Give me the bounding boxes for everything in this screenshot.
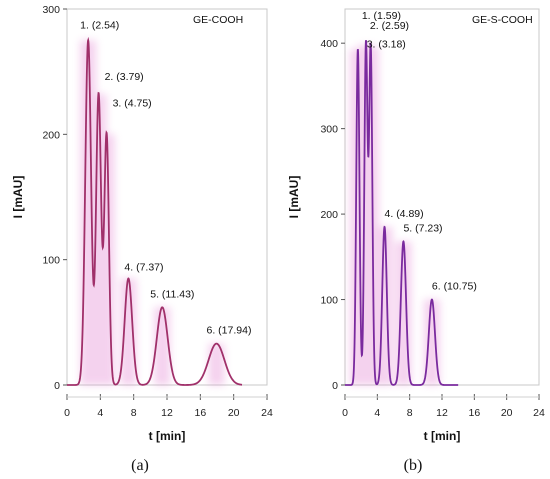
x-tick-label: 0: [64, 407, 70, 419]
caption-b: (b): [404, 457, 423, 474]
y-tick-label: 200: [320, 209, 338, 221]
x-axis-label-a: t [min]: [149, 429, 186, 443]
series-line-b: [345, 40, 459, 386]
y-axis-label-b: I [mAU]: [287, 176, 301, 219]
series-line-a: [67, 36, 243, 386]
caption-a: (a): [131, 457, 149, 474]
peak-glow: [208, 343, 225, 385]
peak-label: 1. (2.54): [80, 19, 119, 31]
x-tick-label: 12: [436, 407, 448, 419]
peak-label: 1. (1.59): [362, 10, 401, 22]
peak-label: 3. (4.75): [113, 97, 152, 109]
x-axis-label-b: t [min]: [424, 429, 461, 443]
axes-b: 0 4 8 12 16 20 24 0 100 200 300 400: [320, 38, 545, 419]
x-tick-label: 24: [261, 407, 273, 419]
peak-glow: [423, 299, 440, 385]
peak-label: 3. (3.18): [367, 38, 406, 50]
peak-labels-b: 1. (1.59)2. (2.59) 3. (3.18) 4. (4.89) 5. (…: [362, 10, 477, 292]
panel-title-b: GE-S-COOH: [472, 14, 533, 26]
x-tick-label: 20: [228, 407, 240, 419]
peak-glow: [376, 226, 393, 385]
y-tick-label: 200: [42, 129, 60, 141]
chart-panel-b: 0 4 8 12 16 20 24 0 100 200 300 400 1. (1.59)2. (2.…: [287, 8, 545, 474]
y-tick-label: 100: [42, 255, 60, 267]
peak-label: 6. (10.75): [432, 281, 477, 293]
peak-labels-a: 1. (2.54) 2. (3.79) 3. (4.75) 4. (7.37) 5. (…: [80, 19, 251, 336]
x-tick-label: 8: [407, 407, 413, 419]
peak-label: 2. (2.59): [370, 20, 409, 32]
x-tick-label: 4: [374, 407, 380, 419]
y-axis-label-a: I [mAU]: [11, 176, 25, 219]
peak-label: 6. (17.94): [207, 325, 252, 337]
y-tick-label: 0: [54, 380, 60, 392]
y-tick-label: 0: [332, 380, 338, 392]
y-tick-label: 300: [320, 124, 338, 136]
peak-label: 4. (7.37): [124, 261, 163, 273]
x-tick-label: 16: [468, 407, 480, 419]
y-tick-label: 100: [320, 295, 338, 307]
x-tick-label: 20: [501, 407, 513, 419]
x-tick-label: 0: [342, 407, 348, 419]
x-tick-label: 4: [97, 407, 103, 419]
x-tick-label: 8: [131, 407, 137, 419]
x-tick-label: 12: [161, 407, 173, 419]
peak-label: 5. (11.43): [150, 288, 194, 300]
peak-glow: [362, 47, 379, 386]
x-tick-label: 24: [533, 407, 545, 419]
chart-panel-a: 0 4 8 12 16 20 24 0 100 200 300 1. (2.54) 2. (3.79)…: [11, 4, 273, 474]
axes-a: 0 4 8 12 16 20 24 0 100 200 300: [42, 4, 273, 419]
peak-glow: [120, 278, 137, 385]
peak-label: 2. (3.79): [105, 71, 144, 83]
peak-label: 5. (7.23): [403, 222, 442, 234]
y-tick-label: 300: [42, 4, 60, 16]
panel-title-a: GE-COOH: [193, 14, 243, 26]
y-tick-label: 400: [320, 38, 338, 50]
peak-label: 4. (4.89): [385, 208, 424, 220]
x-tick-label: 16: [194, 407, 206, 419]
